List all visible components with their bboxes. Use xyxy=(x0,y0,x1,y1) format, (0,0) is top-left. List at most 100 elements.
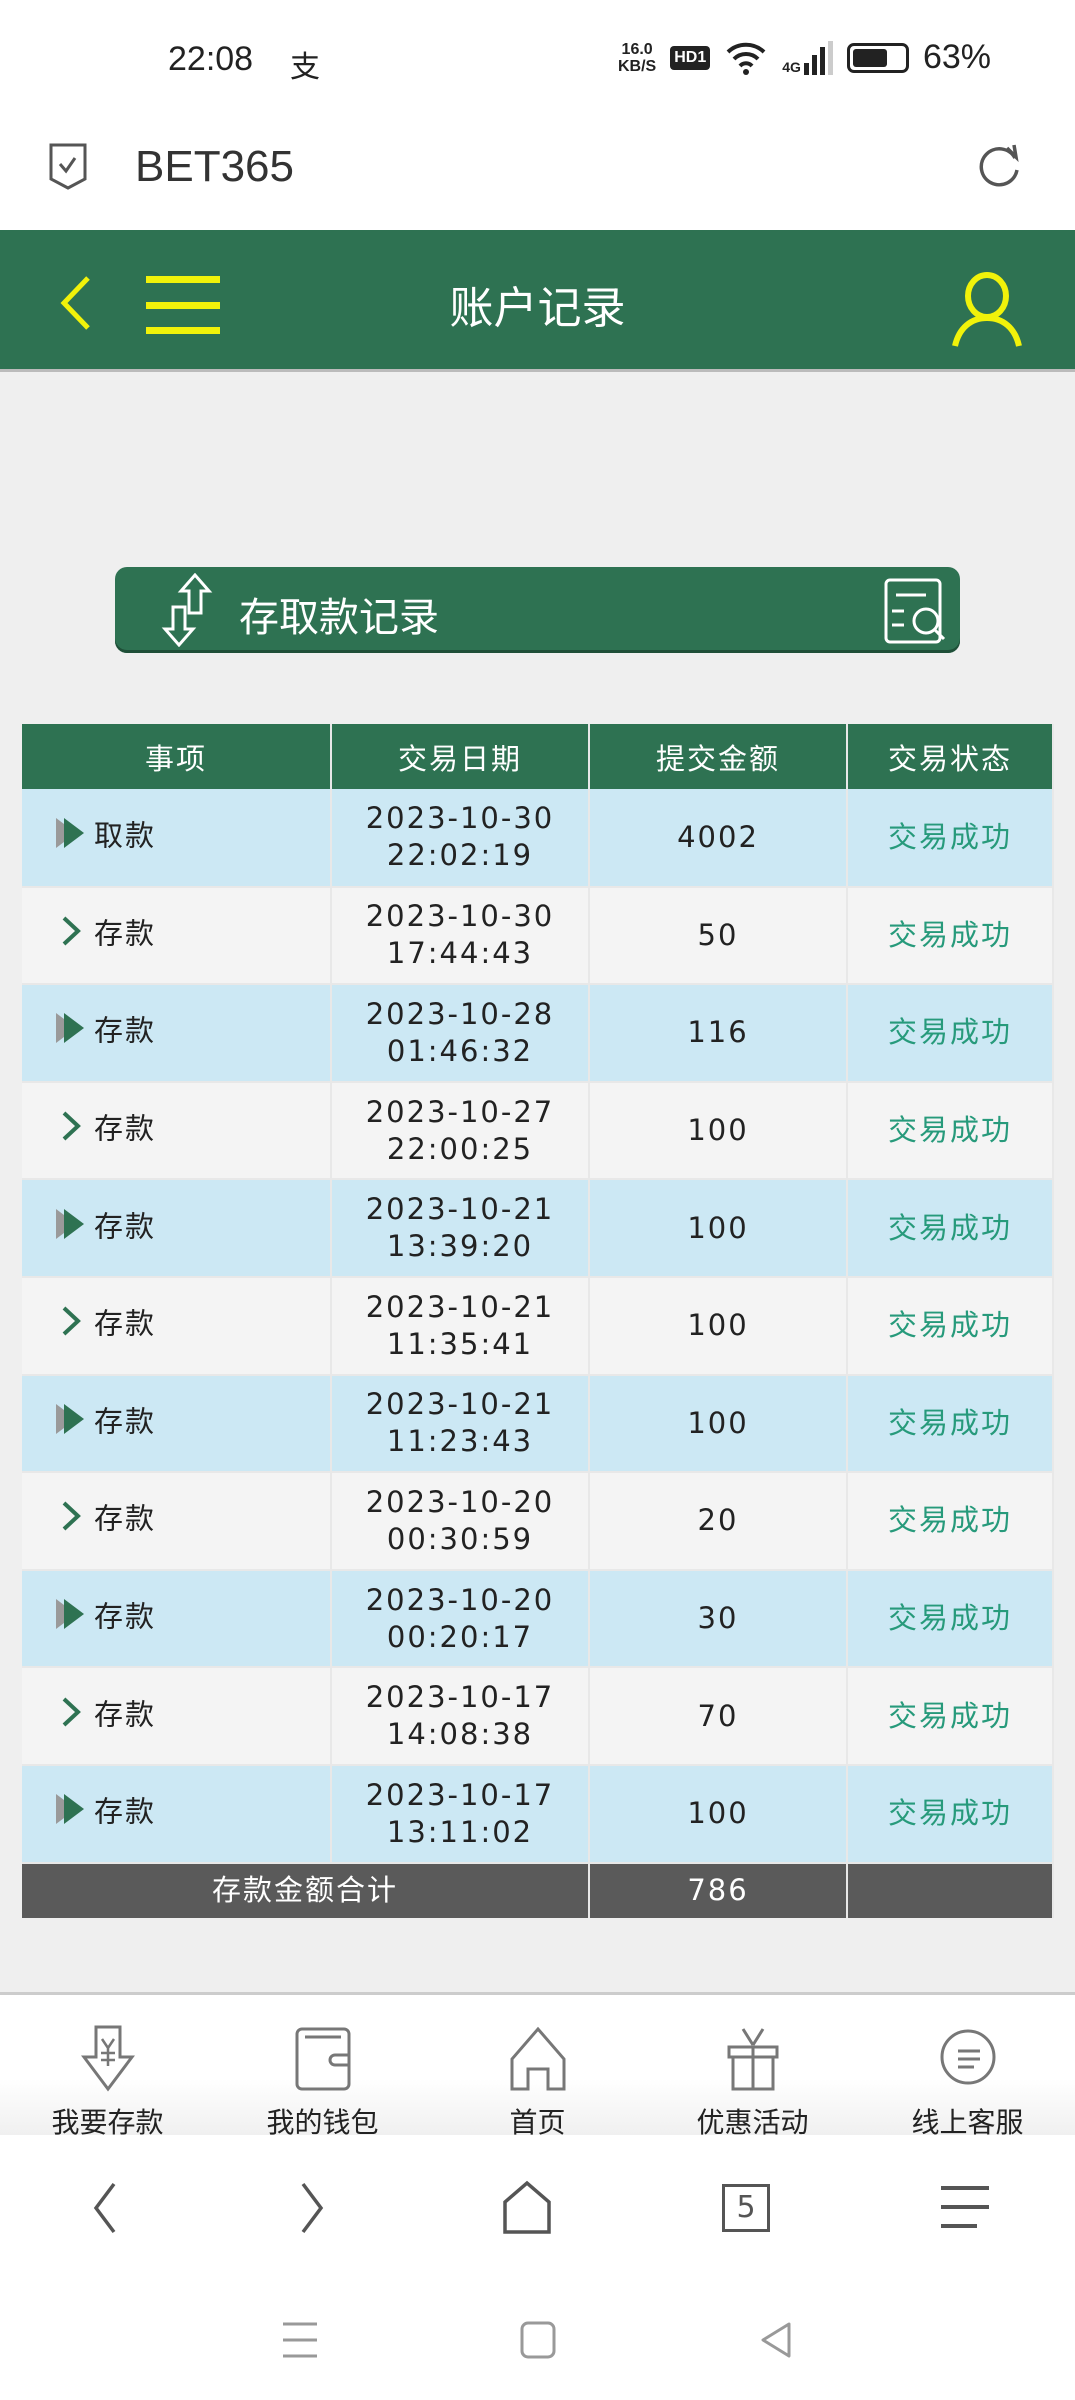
date-cell: 2023-10-21 11:23:43 xyxy=(331,1374,590,1474)
date: 2023-10-30 xyxy=(365,801,555,836)
date-cell: 2023-10-21 11:35:41 xyxy=(331,1276,590,1376)
time: 11:23:43 xyxy=(386,1424,534,1459)
item-cell: 存款 xyxy=(22,1764,332,1864)
system-home-icon[interactable] xyxy=(519,2320,557,2360)
time: 11:35:41 xyxy=(386,1326,534,1361)
user-icon[interactable] xyxy=(950,272,1024,348)
summary-amount: 786 xyxy=(589,1862,848,1918)
hd-icon: HD1 xyxy=(670,45,711,70)
tab-home[interactable]: 首页 xyxy=(430,1995,645,2139)
status-cell: 交易成功 xyxy=(847,1764,1054,1864)
item-cell: 存款 xyxy=(22,1472,332,1571)
play-arrow-icon xyxy=(54,1792,94,1835)
item-cell: 存款 xyxy=(22,1374,332,1474)
system-back-icon[interactable] xyxy=(757,2320,795,2360)
amount-cell: 50 xyxy=(589,886,848,986)
col-item: 事项 xyxy=(22,724,332,789)
tab-gift[interactable]: 优惠活动 xyxy=(645,1995,860,2139)
banner-label: 存取款记录 xyxy=(239,595,439,641)
status-bar: 22:08 支 16.0 KB/S HD1 4G 63% xyxy=(0,0,1075,112)
browser-bar: BET365 xyxy=(0,112,1075,230)
date-cell: 2023-10-17 14:08:38 xyxy=(331,1667,590,1766)
date: 2023-10-20 xyxy=(365,1582,555,1617)
chevron-right-icon xyxy=(54,1695,94,1738)
item-cell: 存款 xyxy=(22,1081,332,1181)
tab-wallet[interactable]: 我的钱包 xyxy=(215,1995,430,2139)
amount-cell: 20 xyxy=(589,1472,848,1571)
tab-deposit[interactable]: 我要存款 xyxy=(0,1995,215,2139)
amount-cell: 100 xyxy=(589,1374,848,1474)
date: 2023-10-21 xyxy=(365,1387,555,1422)
date: 2023-10-21 xyxy=(365,1289,555,1324)
date-cell: 2023-10-30 17:44:43 xyxy=(331,886,590,986)
item-type: 存款 xyxy=(94,1306,157,1341)
table-row[interactable]: 存款 2023-10-17 14:08:38 70 交易成功 xyxy=(22,1667,1054,1766)
summary-label: 存款金额合计 xyxy=(22,1862,590,1918)
date-cell: 2023-10-21 13:39:20 xyxy=(331,1179,590,1278)
app-header: 账户记录 xyxy=(0,230,1075,372)
table-row[interactable]: 存款 2023-10-20 00:20:17 30 交易成功 xyxy=(22,1569,1054,1669)
header-title: 账户记录 xyxy=(449,283,626,334)
date: 2023-10-21 xyxy=(365,1192,555,1227)
time: 01:46:32 xyxy=(386,1033,534,1068)
page-title: BET365 xyxy=(135,142,294,191)
browser-home-icon[interactable] xyxy=(501,2180,553,2236)
item-type: 存款 xyxy=(94,1501,157,1536)
item-cell: 存款 xyxy=(22,1569,332,1669)
col-date: 交易日期 xyxy=(331,724,590,789)
back-icon[interactable] xyxy=(56,274,96,332)
table-row[interactable]: 存款 2023-10-28 01:46:32 116 交易成功 xyxy=(22,984,1054,1083)
tab-support[interactable]: 线上客服 xyxy=(860,1995,1075,2139)
status-cell: 交易成功 xyxy=(847,1179,1054,1278)
tab-label: 线上客服 xyxy=(911,2106,1024,2139)
col-amount: 提交金额 xyxy=(589,724,848,789)
tab-label: 我的钱包 xyxy=(266,2106,379,2139)
table-row[interactable]: 取款 2023-10-30 22:02:19 4002 交易成功 xyxy=(22,789,1054,888)
table-row[interactable]: 存款 2023-10-27 22:00:25 100 交易成功 xyxy=(22,1081,1054,1181)
item-cell: 存款 xyxy=(22,1179,332,1278)
amount-cell: 4002 xyxy=(589,789,848,888)
browser-forward-icon[interactable] xyxy=(293,2180,333,2236)
tabs-count-button[interactable]: 5 xyxy=(722,2183,771,2232)
net-speed-value: 16.0 xyxy=(621,40,653,58)
col-status: 交易状态 xyxy=(847,724,1054,789)
table-row[interactable]: 存款 2023-10-21 11:23:43 100 交易成功 xyxy=(22,1374,1054,1474)
table-row[interactable]: 存款 2023-10-21 13:39:20 100 交易成功 xyxy=(22,1179,1054,1278)
summary-empty xyxy=(847,1862,1054,1918)
time: 22:00:25 xyxy=(386,1131,534,1166)
time: 22:02:19 xyxy=(386,838,534,873)
date: 2023-10-17 xyxy=(365,1680,555,1715)
status-cell: 交易成功 xyxy=(847,886,1054,986)
exchange-yuan-icon xyxy=(161,573,213,647)
browser-nav: 5 xyxy=(0,2135,1075,2280)
wallet-icon xyxy=(295,2027,350,2091)
records-banner: 存取款记录 xyxy=(115,567,960,653)
refresh-icon[interactable] xyxy=(975,140,1025,190)
table-row[interactable]: 存款 2023-10-20 00:30:59 20 交易成功 xyxy=(22,1472,1054,1571)
tabs-count: 5 xyxy=(736,2190,756,2225)
play-arrow-icon xyxy=(54,816,94,859)
recents-icon[interactable] xyxy=(281,2321,319,2359)
records-table: 事项 交易日期 提交金额 交易状态 取款 2023-10-30 22:02:19 … xyxy=(22,724,1054,1918)
battery-percent: 63% xyxy=(922,38,991,76)
browser-menu-icon[interactable] xyxy=(939,2185,991,2231)
tab-label: 优惠活动 xyxy=(696,2106,809,2139)
status-cell: 交易成功 xyxy=(847,1081,1054,1181)
play-arrow-icon xyxy=(54,1597,94,1640)
time: 13:11:02 xyxy=(386,1814,534,1849)
menu-icon[interactable] xyxy=(146,274,220,336)
status-cell: 交易成功 xyxy=(847,789,1054,888)
search-document-icon[interactable] xyxy=(882,577,952,645)
browser-back-icon[interactable] xyxy=(84,2180,124,2236)
status-cell: 交易成功 xyxy=(847,1667,1054,1766)
item-type: 取款 xyxy=(94,818,157,853)
amount-cell: 116 xyxy=(589,984,848,1083)
table-row[interactable]: 存款 2023-10-21 11:35:41 100 交易成功 xyxy=(22,1276,1054,1376)
item-cell: 存款 xyxy=(22,984,332,1083)
table-row[interactable]: 存款 2023-10-17 13:11:02 100 交易成功 xyxy=(22,1764,1054,1864)
date-cell: 2023-10-30 22:02:19 xyxy=(331,789,590,888)
network-type: 4G xyxy=(782,58,801,75)
bottom-tab-bar: 我要存款 我的钱包 首页 优惠活动 线上客服 xyxy=(0,1992,1075,2139)
date-cell: 2023-10-27 22:00:25 xyxy=(331,1081,590,1181)
table-row[interactable]: 存款 2023-10-30 17:44:43 50 交易成功 xyxy=(22,886,1054,986)
